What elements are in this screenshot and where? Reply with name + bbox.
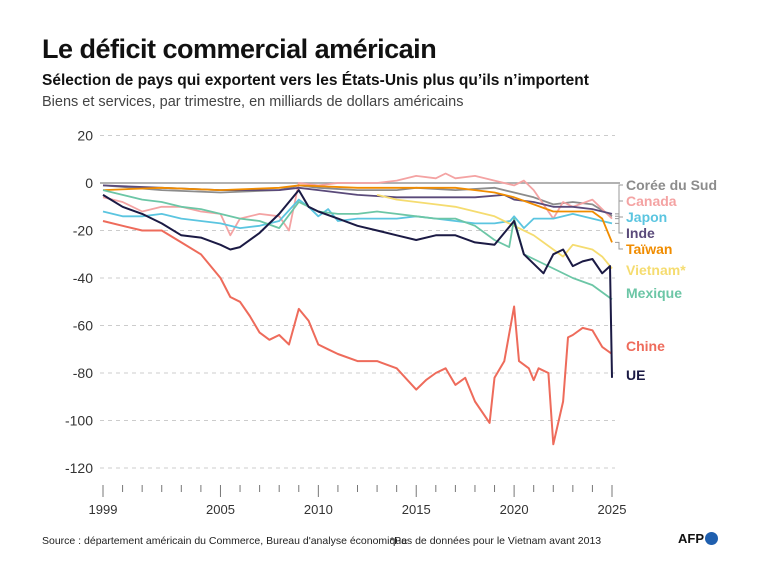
label-connector	[615, 241, 623, 250]
x-tick-label: 2025	[598, 502, 627, 517]
series-line-5	[376, 194, 613, 270]
y-tick-label: -80	[73, 365, 93, 381]
x-tick-label: 2015	[402, 502, 431, 517]
series-label: Canada	[626, 193, 677, 209]
series-line-8	[102, 189, 613, 378]
series-line-6	[102, 189, 613, 301]
series-label: Corée du Sud	[626, 177, 717, 193]
series-line-0	[102, 184, 613, 218]
series-label: Vietnam*	[626, 262, 686, 278]
series-label: Japon	[626, 209, 667, 225]
series-line-3	[102, 184, 613, 215]
source-note: Source : département américain du Commer…	[42, 535, 408, 547]
series-line-4	[102, 184, 613, 243]
label-connector	[615, 200, 623, 220]
y-tick-label: 0	[85, 175, 93, 191]
y-tick-label: -40	[73, 270, 93, 286]
chart-subtitle: Sélection de pays qui exportent vers les…	[42, 72, 589, 89]
x-tick-label: 2020	[500, 502, 529, 517]
label-connector	[615, 213, 623, 234]
logo-dot-icon	[705, 532, 718, 545]
y-tick-label: -60	[73, 318, 93, 334]
series-label: Mexique	[626, 285, 682, 301]
y-tick-label: 20	[77, 128, 93, 144]
series-label: UE	[626, 367, 645, 383]
chart-units: Biens et services, par trimestre, en mil…	[42, 94, 464, 110]
series-label: Chine	[626, 338, 665, 354]
series-line-1	[102, 172, 613, 237]
y-tick-label: -120	[65, 460, 93, 476]
series-label: Inde	[626, 225, 655, 241]
series-line-7	[102, 220, 613, 446]
logo-text: AFP	[678, 531, 704, 546]
footnote: *Pas de données pour le Vietnam avant 20…	[390, 535, 602, 547]
x-tick-label: 1999	[89, 502, 118, 517]
series-label: Taïwan	[626, 241, 672, 257]
y-tick-label: -100	[65, 413, 93, 429]
chart-title: Le déficit commercial américain	[42, 34, 437, 64]
x-tick-label: 2005	[206, 502, 235, 517]
x-tick-label: 2010	[304, 502, 333, 517]
series-line-2	[102, 198, 613, 229]
afp-logo: AFP	[678, 531, 718, 546]
y-tick-label: -20	[73, 223, 93, 239]
